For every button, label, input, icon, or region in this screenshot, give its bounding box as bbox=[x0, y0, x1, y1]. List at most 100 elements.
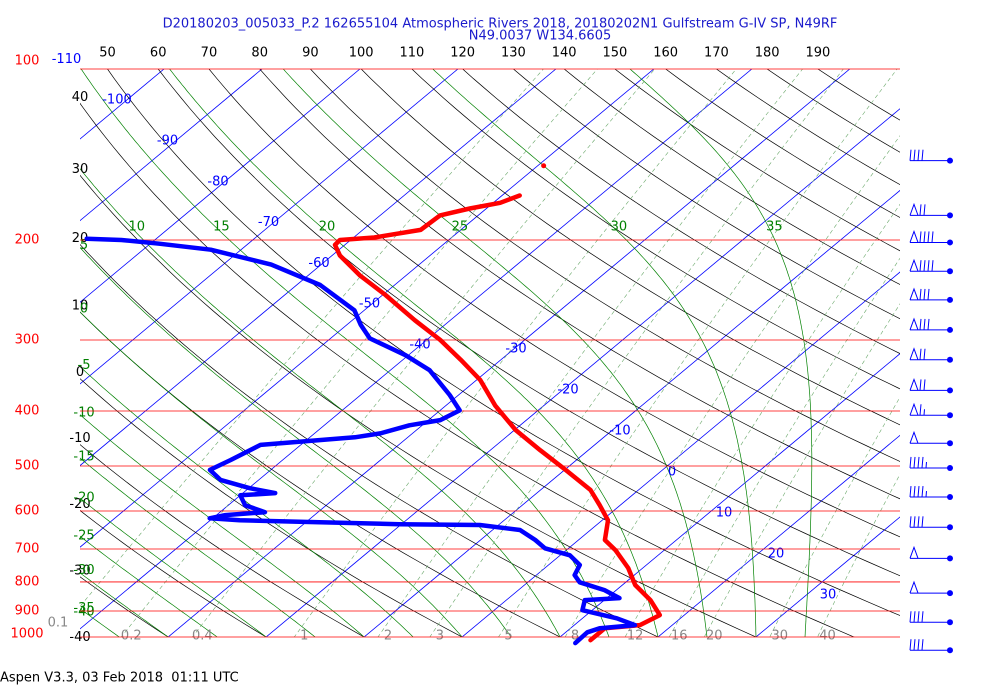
mixing-ratio-line bbox=[120, 69, 598, 637]
moist-adiabat-label: -30 bbox=[73, 563, 94, 578]
footer: Aspen V3.3, 03 Feb 2018 01:11 UTC bbox=[0, 671, 239, 686]
pressure-label: 700 bbox=[15, 542, 40, 557]
moist-adiabat bbox=[80, 535, 218, 637]
isotherm-label: -50 bbox=[359, 297, 380, 312]
isotherm-label: 20 bbox=[768, 547, 785, 562]
dry-adiabat-label: 90 bbox=[302, 46, 319, 61]
wind-barb-dot bbox=[947, 524, 953, 531]
pressure-label: 100 bbox=[15, 54, 40, 69]
dry-adiabat bbox=[716, 69, 900, 186]
dry-adiabat bbox=[563, 69, 900, 285]
dry-adiabat-label: 100 bbox=[349, 46, 374, 61]
wind-barb bbox=[909, 347, 950, 361]
moist-adiabat-label: -5 bbox=[78, 358, 91, 373]
isotherm-label: -20 bbox=[557, 383, 578, 398]
moist-adiabat-label: -40 bbox=[73, 605, 94, 620]
dry-adiabat bbox=[411, 69, 900, 390]
moist-adiabat-label: 10 bbox=[128, 220, 145, 235]
dry-adiabat bbox=[157, 69, 900, 577]
isotherm-label: 10 bbox=[716, 506, 733, 521]
profile-line bbox=[332, 193, 663, 643]
moist-adiabat-label: -15 bbox=[73, 450, 94, 465]
isotherm bbox=[559, 353, 900, 637]
wind-barb-dot bbox=[947, 326, 953, 333]
dry-adiabat-label: 170 bbox=[704, 46, 729, 61]
dry-adiabat-label: 80 bbox=[251, 46, 268, 61]
mixing-ratio-line bbox=[817, 473, 900, 637]
dry-adiabat-label: -10 bbox=[69, 431, 90, 446]
wind-barb bbox=[909, 456, 950, 469]
dry-adiabat bbox=[80, 244, 659, 637]
wind-barb bbox=[909, 580, 950, 594]
dry-adiabat bbox=[665, 69, 900, 218]
isotherm bbox=[657, 434, 900, 637]
mixing-ratio-label: 30 bbox=[771, 629, 788, 644]
dry-adiabat-label: 150 bbox=[602, 46, 627, 61]
chart-subtitle: N49.0037 W134.6605 bbox=[469, 29, 612, 44]
moist-adiabat bbox=[80, 69, 610, 637]
dry-adiabat-label: 110 bbox=[400, 46, 425, 61]
pressure-label: 300 bbox=[15, 333, 40, 348]
moist-adiabat-label: -35 bbox=[73, 601, 94, 616]
moist-adiabat bbox=[432, 69, 757, 637]
wind-barb-dot bbox=[947, 296, 953, 303]
mixing-ratio-line bbox=[769, 396, 900, 637]
mixing-ratio-label: 5 bbox=[504, 629, 512, 644]
dry-adiabat-label: 190 bbox=[805, 46, 830, 61]
dry-adiabat bbox=[462, 69, 900, 354]
dry-adiabat bbox=[80, 102, 855, 637]
wind-barb bbox=[909, 377, 950, 391]
isotherm-label: -30 bbox=[505, 342, 526, 357]
moist-adiabat-label: -10 bbox=[73, 405, 94, 420]
isotherm-label: 30 bbox=[820, 588, 837, 603]
dry-adiabat-label: 160 bbox=[653, 46, 678, 61]
dry-adiabat-label: 130 bbox=[501, 46, 526, 61]
moist-adiabat bbox=[80, 168, 561, 637]
dry-adiabat-label: -20 bbox=[69, 497, 90, 512]
pressure-label: 900 bbox=[15, 604, 40, 619]
pressure-label: 600 bbox=[15, 503, 40, 518]
pressure-label: 500 bbox=[15, 459, 40, 474]
dry-adiabat bbox=[80, 174, 757, 637]
grid bbox=[80, 69, 900, 637]
wind-barb-dot bbox=[947, 464, 953, 471]
moist-adiabat bbox=[283, 69, 708, 637]
wind-barb bbox=[909, 402, 950, 416]
mixing-ratio-label: 0.1 bbox=[48, 616, 69, 631]
moist-adiabat-label: 20 bbox=[319, 220, 336, 235]
mixing-ratio-label: 0.4 bbox=[192, 629, 213, 644]
mixing-ratio-label: 2 bbox=[384, 629, 392, 644]
dry-adiabat bbox=[80, 444, 365, 637]
dry-adiabat bbox=[80, 510, 267, 637]
wind-barb-dot bbox=[947, 590, 953, 597]
wind-barb bbox=[909, 516, 950, 528]
mixing-ratio-line bbox=[429, 69, 844, 637]
dry-adiabat bbox=[360, 69, 900, 426]
isotherm-label: -40 bbox=[409, 338, 430, 353]
dry-adiabat-label: -40 bbox=[69, 630, 90, 645]
wind-barb-dot bbox=[947, 212, 953, 219]
wind-barb bbox=[909, 611, 950, 623]
isotherm bbox=[80, 69, 361, 303]
mixing-ratio-line bbox=[293, 69, 737, 637]
mixing-ratio-label: 8 bbox=[571, 629, 579, 644]
moist-adiabat-label: 5 bbox=[80, 238, 88, 253]
dry-adiabat bbox=[208, 69, 900, 538]
isotherm-label: -10 bbox=[609, 424, 630, 439]
wind-barb bbox=[909, 639, 950, 651]
wind-barb-dot bbox=[947, 647, 953, 654]
moist-adiabat bbox=[80, 247, 512, 637]
mixing-ratio-line bbox=[624, 203, 900, 637]
wind-barb bbox=[909, 229, 950, 243]
dry-adiabat bbox=[310, 69, 900, 462]
wind-barb-dot bbox=[947, 356, 953, 363]
mixing-ratio-label: 40 bbox=[819, 629, 836, 644]
wind-barb-dot bbox=[947, 619, 953, 626]
moist-adiabat-label: 30 bbox=[611, 220, 628, 235]
dry-adiabat-label: 0 bbox=[76, 365, 84, 380]
moist-adiabat-label: -20 bbox=[73, 491, 94, 506]
moist-adiabat bbox=[80, 497, 267, 637]
wind-barb bbox=[909, 149, 950, 162]
